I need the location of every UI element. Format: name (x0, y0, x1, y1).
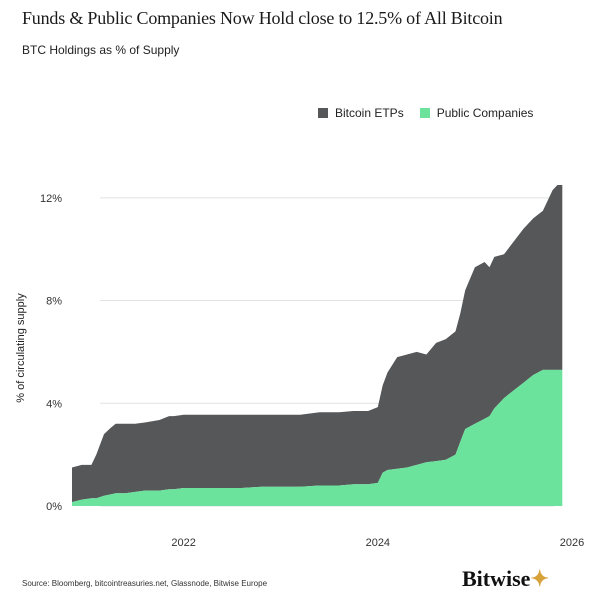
x-tick-label-1: 2024 (366, 537, 390, 549)
area-public-companies (72, 369, 563, 506)
x-tick-label-2: 2026 (560, 537, 584, 549)
logo-flare-icon: ✦ (530, 566, 549, 591)
bitwise-logo: Bitwise✦ (462, 566, 549, 592)
legend-label-public: Public Companies (436, 106, 534, 120)
chart-title: Funds & Public Companies Now Hold close … (22, 8, 503, 28)
y-axis-label: % of circulating supply (15, 293, 27, 403)
y-tick-label-3: 12% (40, 193, 62, 205)
legend-label-etp: Bitcoin ETPs (335, 106, 404, 120)
x-tick-label-0: 2022 (171, 537, 195, 549)
stacked-area-chart: 0% 4% 8% 12% 2022 2024 2026 % of circulating … (15, 185, 584, 549)
legend-item-public: Public Companies (419, 106, 534, 120)
source-note: Source: Bloomberg, bitcointreasuries.net… (22, 579, 268, 588)
logo-text: Bitwise (462, 566, 531, 591)
legend: Bitcoin ETPs Public Companies (318, 106, 549, 120)
y-tick-label-0: 0% (46, 501, 62, 513)
x-axis-ticks: 2022 2024 2026 (171, 537, 584, 549)
areas (72, 185, 563, 506)
chart-subtitle: BTC Holdings as % of Supply (22, 43, 180, 57)
y-tick-label-2: 8% (46, 296, 62, 308)
legend-item-etp: Bitcoin ETPs (318, 106, 404, 120)
y-axis-ticks: 0% 4% 8% 12% (40, 193, 62, 513)
legend-swatch-etp (318, 108, 328, 118)
legend-swatch-public (419, 108, 430, 118)
y-tick-label-1: 4% (46, 398, 62, 410)
area-bitcoin-etps (72, 185, 563, 503)
